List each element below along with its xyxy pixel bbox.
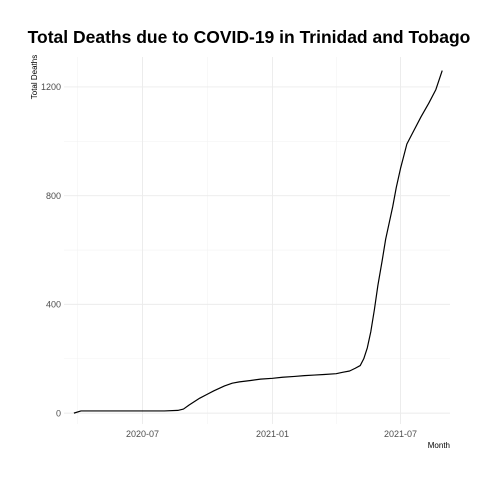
x-tick-label: 2021-07 — [384, 429, 417, 439]
y-tick-label: 1200 — [41, 82, 61, 92]
x-axis-title: Month — [428, 441, 450, 450]
x-tick-label: 2021-01 — [256, 429, 289, 439]
y-tick-label: 800 — [46, 191, 61, 201]
x-tick-label: 2020-07 — [126, 429, 159, 439]
y-axis-title: Total Deaths — [30, 55, 39, 99]
chart-title: Total Deaths due to COVID-19 in Trinidad… — [28, 27, 471, 47]
y-tick-label: 400 — [46, 300, 61, 310]
series-line — [73, 70, 443, 414]
y-tick-label: 0 — [56, 408, 61, 418]
plot-area: 0 400 800 1200 2020-07 2021-01 2021-07 — [41, 57, 450, 439]
